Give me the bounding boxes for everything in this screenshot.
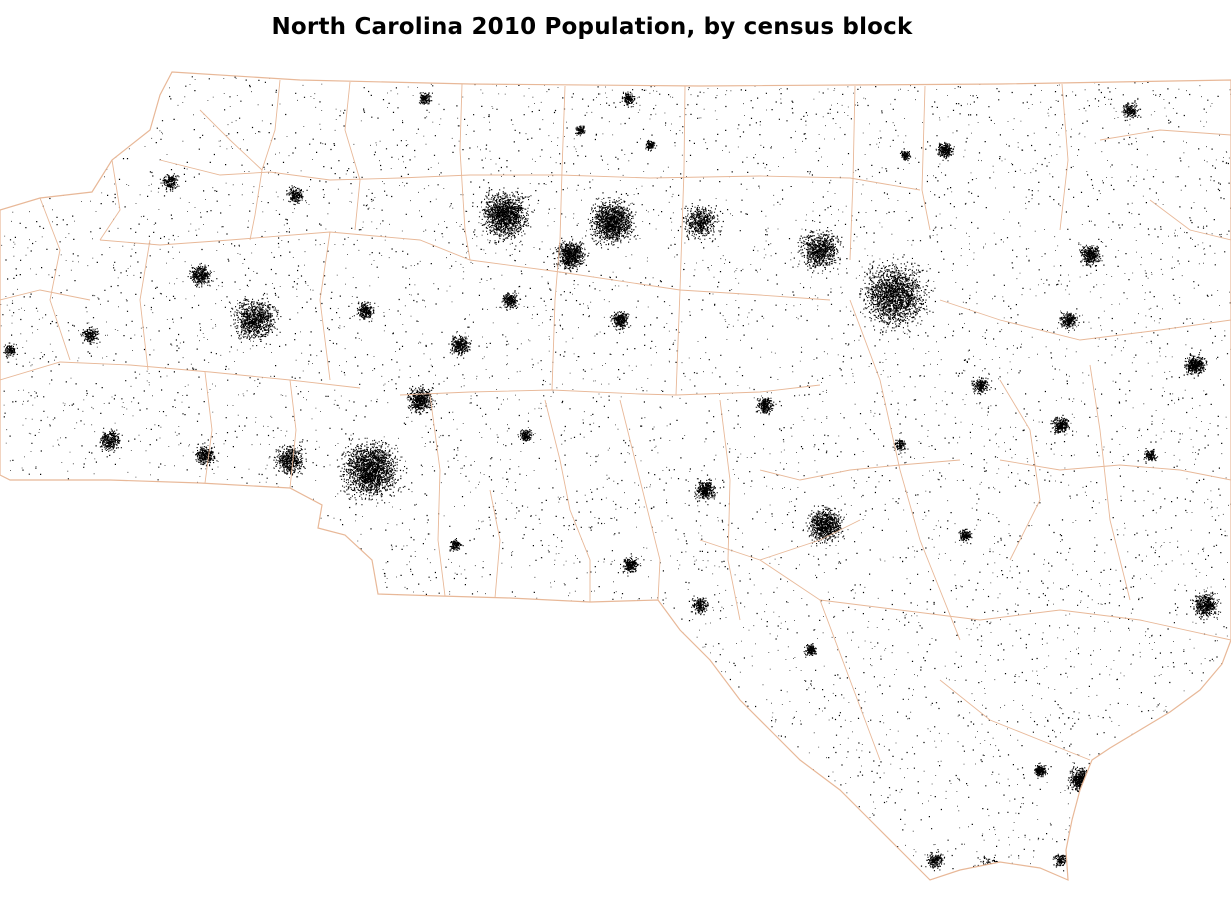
county-borders: [0, 79, 1231, 761]
population-dots: [0, 72, 1231, 880]
map-title: North Carolina 2010 Population, by censu…: [271, 14, 913, 40]
population-dot-cloud: [0, 72, 1231, 880]
state-fill: [0, 72, 1231, 880]
